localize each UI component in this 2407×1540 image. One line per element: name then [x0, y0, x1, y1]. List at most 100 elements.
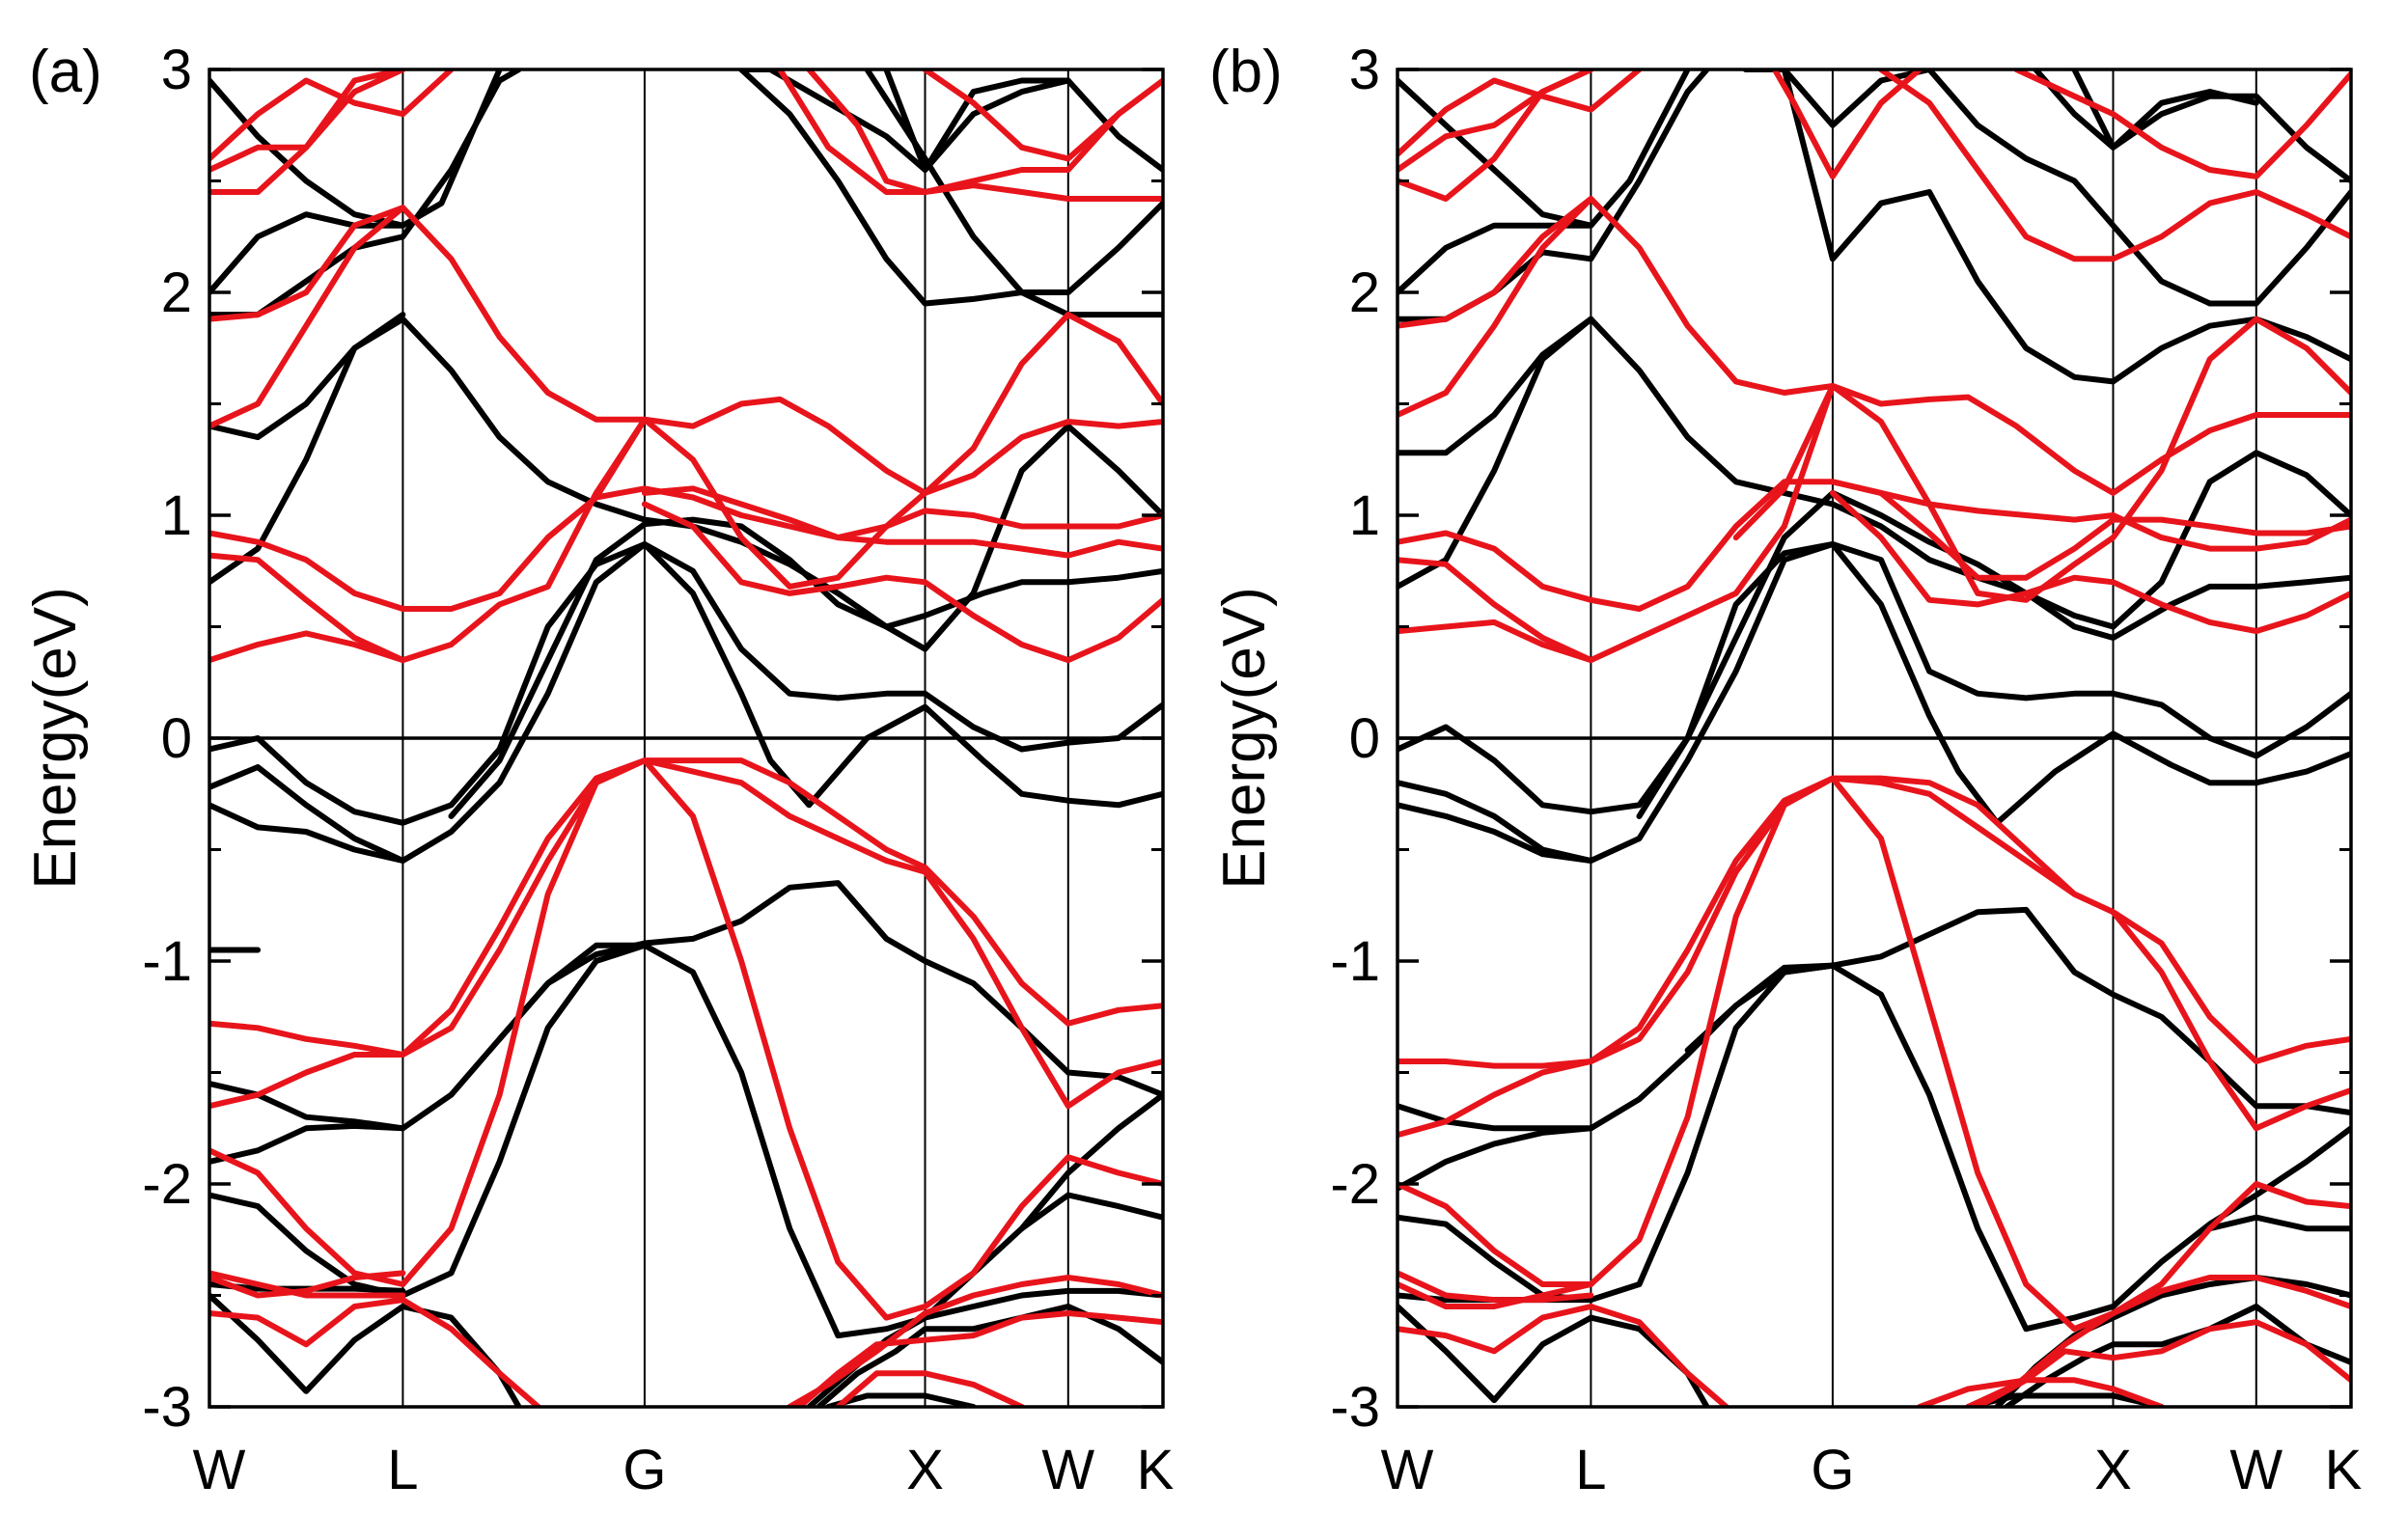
- y-tick-label: -1: [1330, 930, 1380, 993]
- y-tick-label: 2: [161, 261, 192, 324]
- band-line-red-25: [1397, 316, 2351, 664]
- kpoint-label-g: G: [1811, 1439, 1854, 1501]
- band-line-black-12: [2033, 69, 2351, 184]
- band-line-red-46: [209, 1297, 541, 1407]
- band-line-black-2: [1397, 802, 1594, 864]
- y-tick-label: 3: [1349, 39, 1380, 101]
- y-tick-label: 0: [161, 707, 192, 770]
- band-line-black-9: [738, 69, 1163, 307]
- y-tick-label: 0: [1349, 707, 1380, 770]
- band-line-black-9: [1742, 69, 2351, 385]
- kpoint-label-l: L: [387, 1439, 418, 1501]
- band-line-red-41: [400, 757, 1163, 1321]
- panel-label: (b): [1209, 39, 1283, 105]
- band-line-red-49: [1917, 1377, 2165, 1407]
- band-line-red-29: [1829, 489, 2351, 635]
- band-line-red-29: [641, 501, 1163, 664]
- band-line-black-18: [400, 942, 648, 1299]
- band-series-group: [1397, 69, 2351, 1407]
- band-line-red-26: [209, 552, 406, 664]
- kpoint-label-x: X: [2094, 1439, 2132, 1501]
- band-line-red-28: [544, 396, 1163, 541]
- band-line-red-34: [209, 69, 455, 162]
- band-line-black-10: [1781, 69, 1933, 128]
- band-line-black-14: [1397, 906, 2351, 1132]
- band-line-red-26: [1397, 557, 1594, 664]
- band-line-red-33: [1397, 69, 1594, 202]
- kpoint-label-x: X: [906, 1439, 944, 1501]
- kpoint-label-k: K: [2325, 1439, 2363, 1501]
- band-line-red-32: [209, 205, 406, 322]
- y-tick-label: 3: [161, 39, 192, 101]
- band-line-red-37: [806, 69, 1163, 202]
- y-axis-title: Energy(eV): [1211, 587, 1278, 890]
- kpoint-label-l: L: [1575, 1439, 1606, 1501]
- band-line-black-22: [816, 1304, 1163, 1407]
- band-line-red-27: [209, 485, 1163, 612]
- band-line-red-32: [1397, 196, 1594, 329]
- y-tick-label: -2: [1330, 1153, 1380, 1216]
- band-line-red-30: [1829, 479, 2351, 581]
- band-line-red-43: [209, 780, 599, 1287]
- band-line-black-18: [1588, 962, 1836, 1304]
- band-line-red-31: [1397, 196, 1836, 418]
- kpoint-label-w: W: [2229, 1439, 2282, 1501]
- band-line-black-20: [1397, 1304, 1710, 1407]
- band-line-black-16: [496, 942, 1163, 1339]
- band-line-red-38: [2013, 69, 2351, 179]
- band-line-red-30: [641, 485, 1163, 541]
- band-line-black-16: [1684, 962, 2351, 1333]
- band-line-red-25: [209, 312, 1163, 664]
- band-line-black-0: [1397, 541, 2351, 815]
- band-line-red-44: [1397, 1270, 1594, 1304]
- y-axis-title: Energy(eV): [22, 587, 89, 890]
- band-line-black-0: [209, 541, 1163, 826]
- band-line-red-46: [1397, 1304, 1729, 1407]
- band-line-black-22: [2004, 1304, 2351, 1407]
- y-tick-label: -1: [142, 930, 192, 993]
- band-line-black-8: [1397, 77, 1594, 229]
- kpoint-label-k: K: [1137, 1439, 1175, 1501]
- band-line-red-38: [922, 69, 1163, 162]
- kpoint-label-w: W: [193, 1439, 246, 1501]
- band-line-red-40: [1397, 1059, 1594, 1139]
- band-line-black-14: [209, 880, 1163, 1132]
- band-line-red-41: [1588, 775, 2351, 1333]
- kpoint-label-w: W: [1381, 1439, 1434, 1501]
- band-line-red-45: [1397, 1281, 1594, 1309]
- band-line-red-48: [1975, 1319, 2351, 1407]
- band-line-red-39: [1397, 775, 2351, 1069]
- band-line-black-11: [864, 69, 1163, 318]
- band-line-black-12: [883, 69, 1071, 173]
- band-line-red-28: [1732, 383, 2351, 541]
- band-line-red-37: [1878, 69, 2351, 262]
- kpoint-label-g: G: [622, 1439, 666, 1501]
- band-line-black-24: [1018, 1192, 1163, 1232]
- band-line-black-5: [1397, 316, 1594, 456]
- band-line-red-48: [796, 1310, 1163, 1407]
- y-tick-label: 1: [1349, 484, 1380, 547]
- band-series-group: [209, 69, 1163, 1407]
- band-line-black-5: [209, 312, 406, 441]
- band-line-red-40: [209, 1052, 406, 1110]
- band-line-black-2: [209, 802, 406, 864]
- band-line-red-39: [209, 757, 1163, 1058]
- y-tick-label: -3: [1330, 1376, 1380, 1439]
- band-line-red-47: [787, 1275, 1163, 1407]
- band-line-black-15: [209, 1122, 406, 1165]
- band-line-black-8: [209, 77, 406, 229]
- band-line-black-11: [1926, 69, 2351, 307]
- band-line-red-49: [835, 1370, 1025, 1407]
- band-line-black-15: [1397, 1125, 1594, 1192]
- band-line-red-34: [1397, 69, 1643, 157]
- band-line-black-1: [1397, 541, 2351, 864]
- band-line-red-31: [209, 205, 648, 429]
- band-line-black-13: [2071, 69, 2259, 151]
- band-line-black-1: [209, 541, 1163, 864]
- band-line-black-7: [1397, 69, 1691, 295]
- panel-label: (a): [29, 39, 102, 105]
- y-tick-label: -2: [142, 1153, 192, 1216]
